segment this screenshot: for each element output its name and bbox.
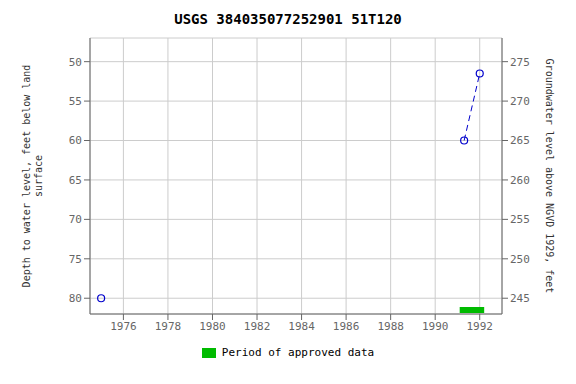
svg-text:275: 275 [510, 56, 530, 69]
svg-text:1976: 1976 [110, 320, 137, 333]
html-text:Period of approved data: Period of approved data [221, 346, 375, 359]
svg-text:80: 80 [69, 292, 82, 305]
svg-text:265: 265 [510, 134, 530, 147]
svg-text:65: 65 [69, 174, 82, 187]
svg-text:1978: 1978 [155, 320, 182, 333]
svg-text:250: 250 [510, 253, 530, 266]
svg-text:255: 255 [510, 213, 530, 226]
svg-text:1980: 1980 [199, 320, 226, 333]
svg-text:1988: 1988 [377, 320, 404, 333]
svg-text:1986: 1986 [333, 320, 360, 333]
svg-text:1984: 1984 [288, 320, 315, 333]
svg-text:260: 260 [510, 174, 530, 187]
svg-text:1982: 1982 [244, 320, 271, 333]
svg-text:Depth to water level, feet bel: Depth to water level, feet below landsur… [21, 65, 44, 288]
svg-text:245: 245 [510, 292, 530, 305]
svg-text:1992: 1992 [466, 320, 493, 333]
svg-text:Groundwater level above NGVD 1: Groundwater level above NGVD 1929, feet [545, 59, 556, 294]
svg-text:50: 50 [69, 56, 82, 69]
svg-text:70: 70 [69, 213, 82, 226]
svg-text:75: 75 [69, 253, 82, 266]
svg-text:60: 60 [69, 134, 82, 147]
html-text:USGS 384035077252901 51T120: USGS 384035077252901 51T120 [174, 11, 402, 27]
svg-text:1990: 1990 [422, 320, 449, 333]
svg-text:270: 270 [510, 95, 530, 108]
svg-text:55: 55 [69, 95, 82, 108]
